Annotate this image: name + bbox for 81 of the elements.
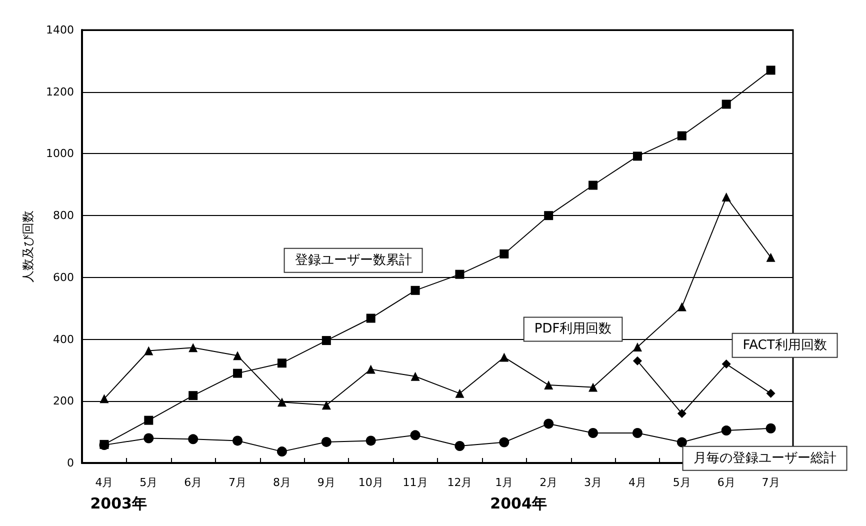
x-tick-label: 3月 [584, 476, 602, 489]
x-tick-label: 1月 [495, 476, 514, 489]
point [410, 372, 420, 381]
y-axis-title: 人数及び回数 [21, 210, 35, 282]
point [766, 66, 776, 75]
series-label: PDF利用回数 [534, 322, 612, 337]
point [588, 428, 598, 438]
point [321, 436, 332, 447]
point [632, 428, 642, 438]
x-tick-label: 4月 [95, 476, 114, 489]
point [454, 440, 465, 451]
x-tick-label: 12月 [447, 476, 472, 489]
x-tick-label: 2月 [540, 476, 558, 489]
point [544, 380, 554, 390]
point [632, 356, 642, 366]
x-tick-label: 8月 [272, 476, 291, 489]
point [188, 434, 198, 444]
point [277, 358, 286, 368]
point [544, 211, 554, 220]
point [188, 343, 198, 352]
point [366, 436, 376, 446]
point [676, 437, 687, 448]
point [677, 131, 686, 140]
y-tick-label: 1400 [46, 24, 74, 36]
point [766, 388, 776, 398]
y-tick-label: 600 [53, 270, 74, 284]
point [500, 352, 509, 362]
point [410, 430, 420, 440]
point [144, 346, 154, 356]
point [722, 192, 731, 202]
point [588, 382, 598, 392]
point [277, 398, 286, 407]
point [322, 400, 331, 410]
point [232, 436, 243, 446]
series-label: FACT利用回数 [742, 338, 827, 353]
point [721, 426, 732, 436]
point [322, 336, 331, 346]
point [766, 252, 776, 262]
x-tick-label: 5月 [672, 476, 691, 489]
x-tick-label: 7月 [228, 476, 247, 489]
point [366, 364, 376, 374]
x-tick-label: 11月 [402, 476, 428, 489]
point [588, 180, 598, 190]
point [100, 394, 109, 404]
text: 2003年 [90, 494, 147, 512]
y-tick-label: 400 [53, 332, 74, 346]
point [233, 368, 242, 378]
x-tick-label: 4月 [628, 476, 646, 489]
point [144, 416, 154, 425]
point [500, 249, 509, 258]
series-label: 登録ユーザー数累計 [294, 252, 412, 268]
point [144, 433, 154, 444]
y-tick-label: 1000 [46, 147, 74, 160]
point [632, 152, 642, 161]
series-label: 月毎の登録ユーザー総計 [693, 450, 836, 466]
y-tick-label: 200 [53, 394, 74, 408]
x-tick-label: 6月 [184, 476, 202, 489]
x-tick-label: 5月 [140, 476, 158, 489]
y-tick-label: 1200 [46, 85, 74, 98]
point [677, 409, 686, 418]
x-tick-label: 10月 [358, 476, 384, 489]
point [455, 388, 464, 398]
point [276, 446, 287, 457]
point [632, 342, 642, 352]
point [410, 286, 420, 295]
point [766, 423, 776, 434]
x-tick-label: 7月 [762, 476, 780, 489]
x-tick-label: 9月 [317, 476, 336, 489]
point [544, 418, 554, 429]
point [722, 360, 731, 369]
point [499, 437, 510, 448]
x-tick-label: 6月 [717, 476, 736, 489]
point [233, 351, 242, 360]
text: 2004年 [490, 494, 547, 512]
point [722, 100, 731, 109]
point [455, 270, 464, 279]
y-tick-label: 800 [53, 209, 74, 222]
point [677, 302, 686, 312]
point [366, 314, 376, 323]
y-tick-label: 0 [67, 456, 74, 470]
point [188, 391, 198, 400]
